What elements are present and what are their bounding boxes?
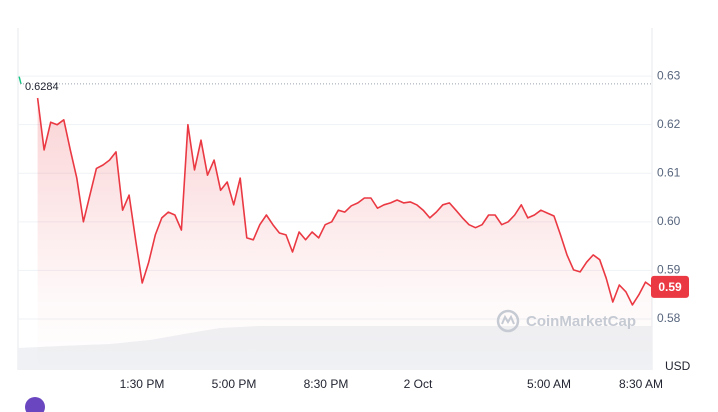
- price-tag-label: 0.59: [658, 280, 682, 294]
- x-tick-label: 2 Oct: [404, 377, 433, 391]
- watermark: CoinMarketCap: [526, 313, 636, 330]
- watermark-logo: [496, 309, 520, 333]
- plot: [18, 75, 653, 370]
- x-tick-label: 5:00 AM: [527, 377, 571, 391]
- history-button[interactable]: [25, 397, 45, 412]
- y-axis-label: USD: [665, 359, 691, 373]
- x-tick-label: 8:30 PM: [304, 377, 349, 391]
- x-tick-label: 1:30 PM: [120, 377, 165, 391]
- price-area: [37, 98, 653, 370]
- reference-label: 0.6284: [25, 81, 59, 93]
- y-tick-label: 0.61: [657, 165, 681, 179]
- y-tick-label: 0.63: [657, 68, 681, 82]
- start-marker: [18, 75, 22, 85]
- price-tag: [651, 275, 689, 298]
- price-line: [36, 97, 653, 306]
- y-tick-label: 0.60: [657, 214, 681, 228]
- x-tick-label: 5:00 PM: [212, 377, 257, 391]
- y-tick-label: 0.58: [657, 311, 681, 325]
- y-tick-label: 0.62: [657, 117, 681, 131]
- x-tick-label: 8:30 AM: [619, 377, 663, 391]
- y-tick-label: 0.59: [657, 263, 681, 277]
